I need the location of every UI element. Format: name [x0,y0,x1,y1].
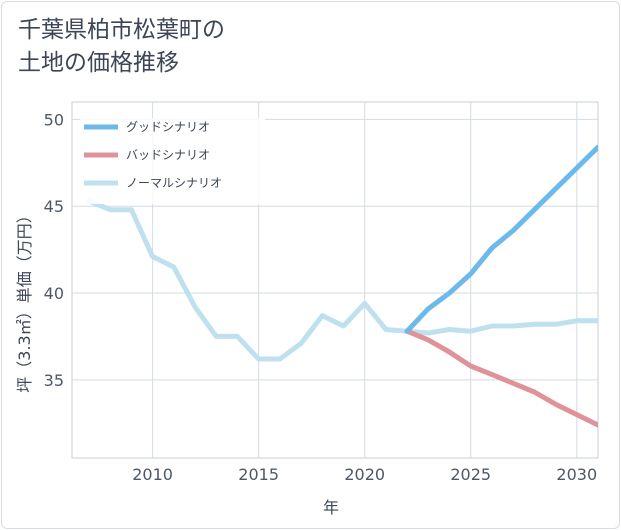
x-tick-label: 2025 [450,465,491,484]
y-tick-label: 50 [44,110,64,129]
series-line-good [404,144,598,334]
series-line-bad [404,328,598,428]
x-tick-labels: 2010 2015 2020 2025 2030 [132,465,597,484]
legend-label-bad[interactable]: バッドシナリオ [126,148,210,162]
legend: グッドシナリオ バッドシナリオ ノーマルシナリオ [80,118,265,204]
y-tick-label: 45 [44,197,64,216]
y-axis-label: 坪（3.3㎡）単価（万円） [15,207,34,392]
y-tick-label: 35 [44,371,64,390]
x-tick-label: 2020 [344,465,385,484]
legend-label-good[interactable]: グッドシナリオ [126,120,210,134]
x-tick-label: 2010 [132,465,173,484]
chart-title-line-1: 千葉県柏市松葉町の [18,17,225,43]
chart-title: 千葉県柏市松葉町の 土地の価格推移 [18,14,225,80]
x-axis-label: 年 [323,498,339,517]
x-tick-label: 2030 [556,465,597,484]
legend-background [80,118,265,204]
y-tick-label: 40 [44,284,64,303]
chart-title-line-2: 土地の価格推移 [18,50,179,76]
series-layer [86,144,598,428]
y-tick-labels: 35 40 45 50 [44,110,64,389]
series-line-normal [86,198,598,362]
legend-label-normal[interactable]: ノーマルシナリオ [126,176,222,190]
x-tick-label: 2015 [238,465,279,484]
